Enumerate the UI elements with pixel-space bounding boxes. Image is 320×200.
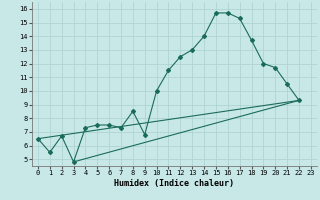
X-axis label: Humidex (Indice chaleur): Humidex (Indice chaleur) [115,179,234,188]
